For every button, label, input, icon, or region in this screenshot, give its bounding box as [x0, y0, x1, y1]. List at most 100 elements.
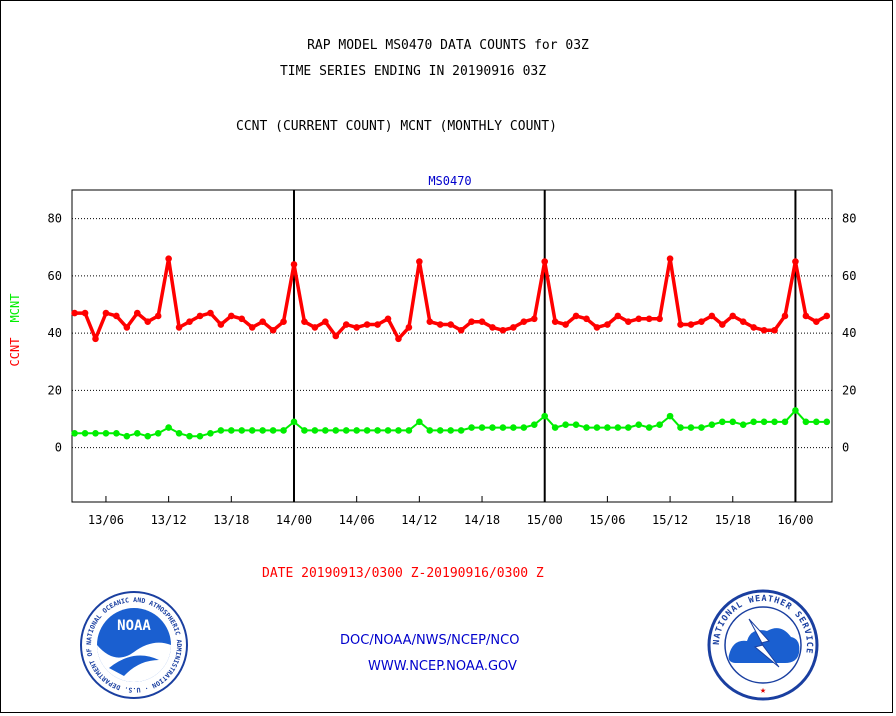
mcnt-data-point: [301, 427, 308, 434]
mcnt-data-point: [583, 424, 590, 431]
mcnt-data-point: [520, 424, 528, 431]
mcnt-data-point: [708, 421, 716, 429]
y-tick-label-right: 0: [842, 441, 849, 455]
mcnt-data-point: [614, 424, 622, 431]
x-tick-label: 16/00: [777, 513, 813, 527]
mcnt-data-point: [154, 430, 162, 437]
mcnt-data-point: [259, 427, 266, 434]
x-tick-label: 13/12: [151, 513, 187, 527]
mcnt-data-point: [280, 427, 287, 434]
mcnt-data-point: [666, 412, 674, 420]
ccnt-data-point: [186, 318, 193, 325]
ccnt-data-point: [677, 321, 684, 328]
ccnt-data-point: [510, 324, 517, 331]
ccnt-data-point: [71, 309, 78, 317]
ccnt-data-point: [144, 318, 152, 325]
ccnt-data-point: [551, 318, 559, 325]
mcnt-data-point: [739, 421, 747, 429]
mcnt-data-point: [71, 430, 78, 437]
mcnt-data-point: [353, 427, 360, 434]
mcnt-data-point: [698, 424, 705, 431]
ccnt-data-point: [447, 321, 454, 328]
mcnt-data-point: [499, 424, 507, 431]
ccnt-data-point: [311, 324, 319, 331]
mcnt-data-point: [677, 424, 684, 431]
ccnt-data-point: [342, 321, 350, 328]
ccnt-data-point: [436, 321, 444, 328]
ccnt-data-point: [395, 335, 402, 343]
y-tick-label-left: 80: [48, 212, 62, 226]
mcnt-data-point: [332, 427, 340, 434]
chart-title-line1: RAP MODEL MS0470 DATA COUNTS for 03Z: [307, 38, 589, 53]
mcnt-data-point: [416, 418, 423, 426]
ccnt-data-point: [666, 255, 674, 262]
ccnt-data-point: [133, 309, 141, 317]
ccnt-data-point: [624, 318, 632, 325]
plot-area: [71, 189, 833, 503]
mcnt-data-point: [405, 427, 413, 434]
ccnt-data-point: [426, 318, 434, 325]
ccnt-data-point: [175, 324, 183, 331]
y-tick-label-left: 40: [48, 326, 62, 340]
mcnt-data-point: [217, 427, 225, 434]
y-tick-label-left: 60: [48, 269, 62, 283]
mcnt-data-point: [635, 421, 643, 429]
ccnt-data-point: [520, 318, 528, 325]
x-tick-label: 15/06: [589, 513, 625, 527]
ccnt-data-point: [583, 315, 590, 323]
mcnt-data-point: [374, 427, 381, 434]
ccnt-data-point: [478, 318, 486, 325]
nws-logo: ★ NATIONAL WEATHER SERVICE: [707, 589, 819, 701]
ccnt-data-point: [81, 309, 89, 317]
mcnt-data-point: [572, 421, 580, 429]
mcnt-data-point: [175, 430, 183, 437]
mcnt-data-point: [342, 427, 350, 434]
mcnt-data-point: [81, 430, 89, 437]
ccnt-data-point: [405, 324, 413, 331]
mcnt-data-point: [123, 432, 131, 440]
ccnt-data-point: [499, 326, 507, 334]
ccnt-data-point: [614, 312, 622, 320]
mcnt-data-point: [269, 427, 277, 434]
x-tick-label: 15/00: [527, 513, 563, 527]
ccnt-data-point: [739, 318, 747, 325]
ccnt-data-point: [719, 321, 726, 328]
mcnt-data-point: [530, 421, 538, 429]
y-axis-label: CCNT MCNT: [8, 294, 22, 367]
mcnt-data-point: [102, 430, 110, 437]
mcnt-data-point: [489, 424, 496, 431]
y-axis-label-mcnt: MCNT: [8, 294, 22, 323]
mcnt-data-point: [792, 407, 799, 414]
ccnt-data-point: [562, 321, 569, 328]
x-tick-label: 13/18: [213, 513, 249, 527]
y-tick-label-right: 20: [842, 383, 856, 397]
x-tick-label: 15/12: [652, 513, 688, 527]
ccnt-data-point: [165, 255, 172, 262]
mcnt-data-point: [645, 424, 653, 431]
ccnt-data-point: [196, 312, 204, 320]
mcnt-data-point: [322, 427, 329, 434]
mcnt-data-point: [551, 424, 559, 431]
ccnt-data-point: [645, 315, 653, 323]
mcnt-data-point: [604, 424, 611, 431]
mcnt-data-point: [363, 427, 371, 434]
x-tick-label: 14/00: [276, 513, 312, 527]
mcnt-data-point: [426, 427, 434, 434]
mcnt-data-point: [687, 424, 695, 431]
mcnt-data-point: [624, 424, 632, 431]
ccnt-data-point: [572, 312, 580, 320]
ccnt-data-point: [635, 315, 643, 323]
ccnt-data-point: [353, 324, 360, 331]
ccnt-data-point: [750, 324, 757, 331]
mcnt-data-point: [196, 432, 204, 440]
ccnt-data-point: [530, 315, 538, 323]
ccnt-data-point: [113, 312, 120, 320]
y-tick-label-right: 80: [842, 212, 856, 226]
ccnt-data-point: [708, 312, 716, 320]
ccnt-data-point: [802, 312, 810, 320]
y-tick-label-left: 0: [55, 441, 62, 455]
mcnt-data-point: [133, 430, 141, 437]
chart-subtitle: CCNT (CURRENT COUNT) MCNT (MONTHLY COUNT…: [236, 119, 557, 134]
svg-text:★: ★: [760, 685, 766, 696]
